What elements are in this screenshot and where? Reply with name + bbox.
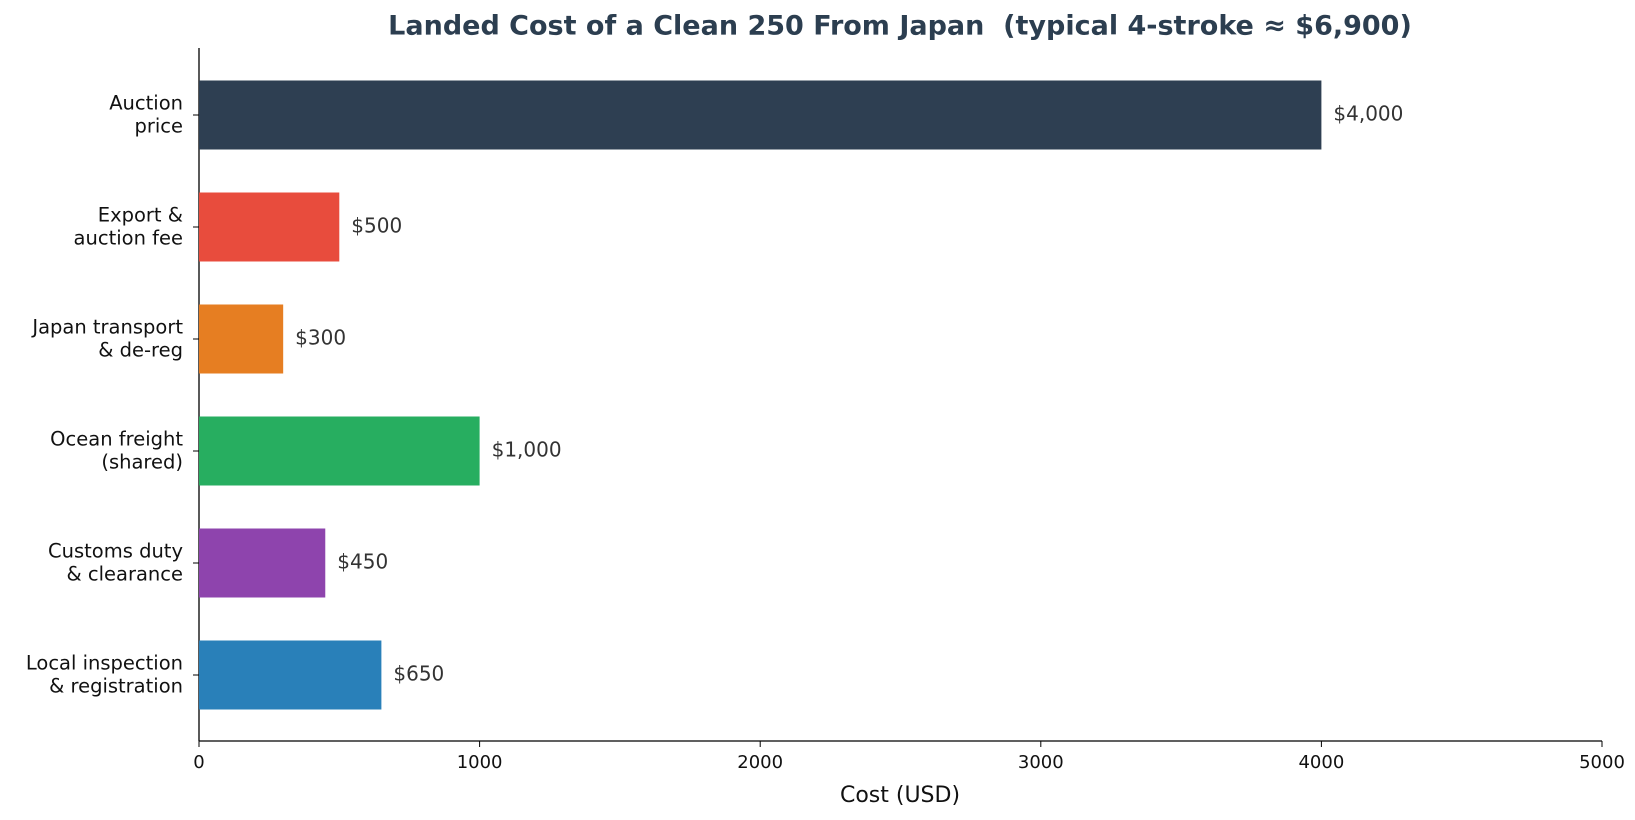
value-label: $1,000 <box>492 438 562 462</box>
x-axis-label: Cost (USD) <box>840 783 960 808</box>
x-tick-label: 1000 <box>457 752 503 773</box>
y-tick-label: Auction price <box>109 91 183 137</box>
value-label: $4,000 <box>1333 102 1403 126</box>
x-tick-label: 5000 <box>1579 752 1625 773</box>
value-label: $300 <box>295 326 346 350</box>
y-tick-label: Customs duty & clearance <box>48 539 183 585</box>
y-tick-label: Ocean freight (shared) <box>50 427 183 473</box>
bar <box>199 192 340 262</box>
x-tick-label: 3000 <box>1018 752 1064 773</box>
bar <box>199 640 382 710</box>
value-label: $450 <box>337 550 388 574</box>
x-tick-label: 4000 <box>1298 752 1344 773</box>
value-label: $500 <box>351 214 402 238</box>
x-tick-label: 2000 <box>737 752 783 773</box>
bar <box>199 80 1322 150</box>
y-tick-label: Japan transport & de-reg <box>30 315 183 361</box>
y-tick-label: Local inspection & registration <box>26 651 183 697</box>
bar <box>199 528 326 598</box>
bar <box>199 304 284 374</box>
y-tick-label: Export & auction fee <box>74 203 183 249</box>
bar <box>199 416 480 486</box>
chart-title: Landed Cost of a Clean 250 From Japan (t… <box>388 11 1412 42</box>
x-tick-label: 0 <box>193 752 204 773</box>
value-label: $650 <box>393 662 444 686</box>
